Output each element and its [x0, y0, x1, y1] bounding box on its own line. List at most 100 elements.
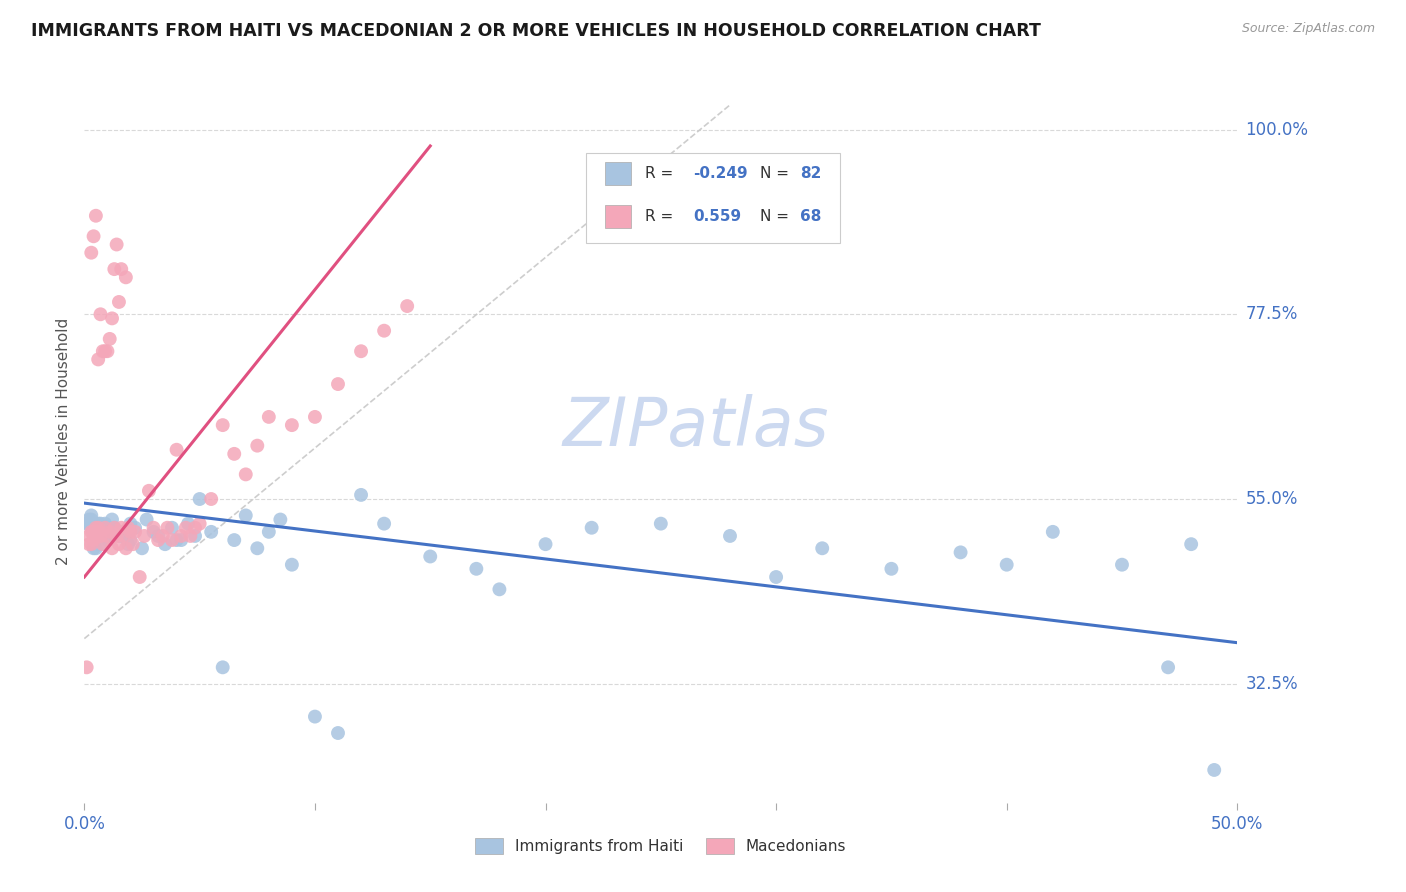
Text: -0.249: -0.249 [693, 166, 748, 181]
Point [304, 709, 326, 723]
Point [108, 529, 131, 543]
Point [1111, 558, 1133, 572]
Point [124, 524, 146, 539]
Point [80, 508, 103, 523]
Point [87, 352, 110, 367]
Point [115, 541, 138, 556]
Point [84, 529, 107, 543]
Point [89, 524, 111, 539]
Point [94, 521, 117, 535]
Text: R =: R = [645, 210, 683, 224]
Point [84, 529, 107, 543]
Point [117, 521, 139, 535]
Point [83, 541, 105, 556]
Text: ZIPatlas: ZIPatlas [562, 394, 828, 460]
Point [96, 533, 118, 547]
Point [80, 245, 103, 260]
Point [76, 516, 98, 531]
Point [91, 537, 114, 551]
Point [718, 529, 741, 543]
Point [84, 521, 107, 535]
Point [84, 521, 107, 535]
Text: R =: R = [645, 166, 678, 181]
Text: 32.5%: 32.5% [1246, 674, 1298, 693]
Point [103, 521, 125, 535]
Text: 0.559: 0.559 [693, 210, 741, 224]
Point [465, 562, 488, 576]
Point [112, 529, 135, 543]
Point [166, 533, 188, 547]
Point [110, 529, 132, 543]
Point [96, 529, 118, 543]
Point [101, 529, 124, 543]
Point [98, 524, 121, 539]
Point [1157, 660, 1180, 674]
Point [87, 521, 110, 535]
Point [246, 439, 269, 453]
Point [949, 545, 972, 559]
Point [77, 537, 100, 551]
Point [87, 516, 110, 531]
Point [153, 537, 176, 551]
Point [326, 377, 349, 392]
Point [188, 491, 211, 506]
FancyBboxPatch shape [586, 153, 839, 243]
Point [257, 409, 280, 424]
Point [80, 521, 103, 535]
Point [91, 521, 114, 535]
Point [174, 521, 197, 535]
Point [235, 508, 257, 523]
Point [91, 344, 114, 359]
Bar [606, 162, 631, 185]
Point [1180, 537, 1202, 551]
Point [269, 512, 291, 526]
Point [115, 270, 138, 285]
Text: Source: ZipAtlas.com: Source: ZipAtlas.com [1241, 22, 1375, 36]
Point [103, 521, 125, 535]
Text: IMMIGRANTS FROM HAITI VS MACEDONIAN 2 OR MORE VEHICLES IN HOUSEHOLD CORRELATION : IMMIGRANTS FROM HAITI VS MACEDONIAN 2 OR… [31, 22, 1040, 40]
Point [281, 418, 304, 433]
Point [94, 516, 117, 531]
Point [80, 537, 103, 551]
Point [200, 491, 222, 506]
Point [115, 524, 138, 539]
Point [160, 533, 183, 547]
Legend: Immigrants from Haiti, Macedonians: Immigrants from Haiti, Macedonians [470, 832, 852, 860]
Point [80, 512, 103, 526]
Point [134, 529, 156, 543]
Point [200, 524, 222, 539]
Point [581, 521, 603, 535]
Point [184, 521, 207, 535]
Point [110, 262, 132, 277]
Point [326, 726, 349, 740]
Point [131, 541, 153, 556]
Text: 77.5%: 77.5% [1246, 305, 1298, 323]
Point [108, 295, 131, 310]
Point [246, 541, 269, 556]
Point [146, 533, 169, 547]
Y-axis label: 2 or more Vehicles in Household: 2 or more Vehicles in Household [56, 318, 72, 566]
Point [304, 409, 326, 424]
Text: N =: N = [761, 210, 794, 224]
Point [117, 537, 139, 551]
Point [152, 529, 174, 543]
Point [94, 529, 117, 543]
Point [77, 529, 100, 543]
Text: 68: 68 [800, 210, 821, 224]
Point [101, 512, 124, 526]
Point [83, 229, 105, 244]
Point [811, 541, 834, 556]
Point [170, 529, 193, 543]
Point [146, 529, 169, 543]
Point [84, 541, 107, 556]
Point [488, 582, 510, 597]
Point [101, 541, 124, 556]
Point [83, 524, 105, 539]
Point [184, 529, 207, 543]
Point [350, 344, 373, 359]
Point [373, 516, 395, 531]
Point [120, 516, 142, 531]
Point [91, 529, 114, 543]
Point [77, 516, 100, 531]
Point [257, 524, 280, 539]
